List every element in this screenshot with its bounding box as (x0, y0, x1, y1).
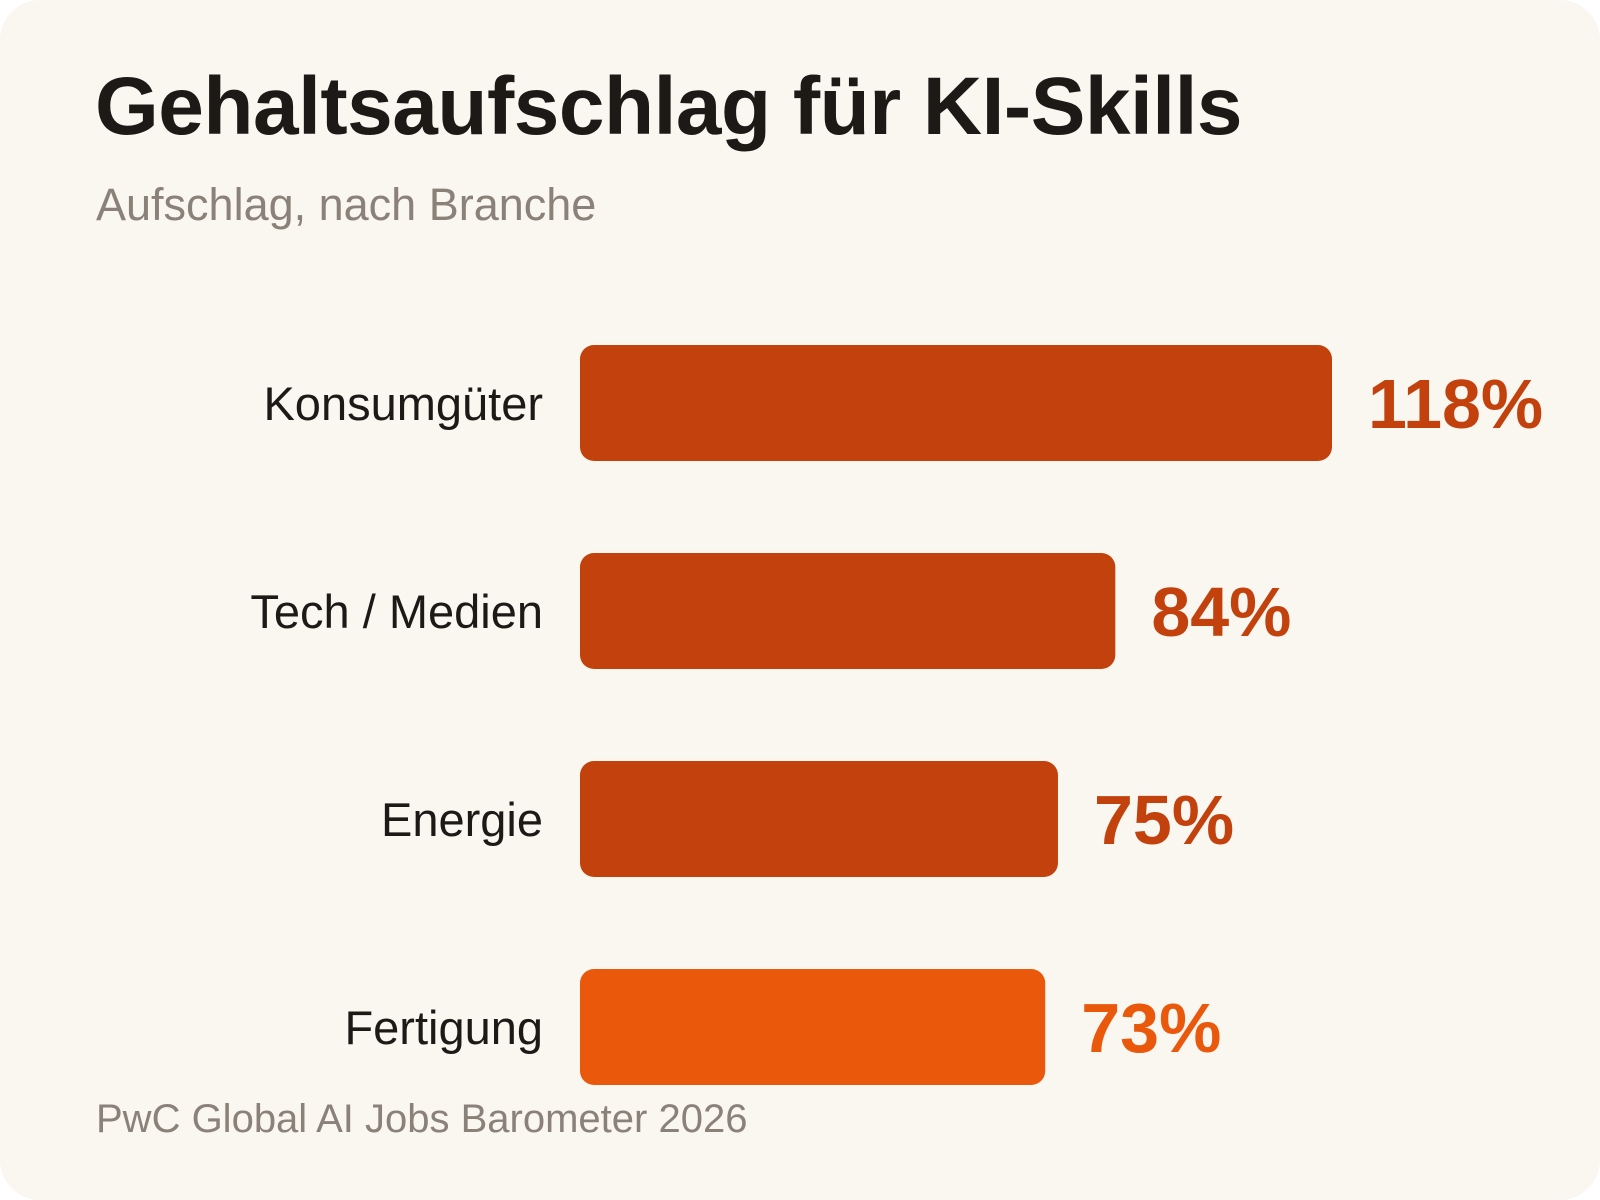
category-label-3: Fertigung (344, 1001, 543, 1054)
value-label-2: 75% (1094, 781, 1234, 859)
category-label-0: Konsumgüter (263, 377, 543, 430)
category-label-2: Energie (381, 793, 543, 846)
bar-3 (580, 969, 1046, 1085)
value-label-3: 73% (1081, 989, 1221, 1067)
bar-1 (580, 553, 1116, 669)
value-label-0: 118% (1368, 365, 1543, 443)
chart-subtitle: Aufschlag, nach Branche (96, 179, 597, 230)
bar-0 (580, 345, 1332, 461)
chart-title: Gehaltsaufschlag für KI-Skills (95, 61, 1242, 152)
chart-source: PwC Global AI Jobs Barometer 2026 (96, 1097, 748, 1141)
category-label-1: Tech / Medien (250, 585, 543, 638)
value-label-1: 84% (1151, 573, 1291, 651)
bar-2 (580, 761, 1058, 877)
